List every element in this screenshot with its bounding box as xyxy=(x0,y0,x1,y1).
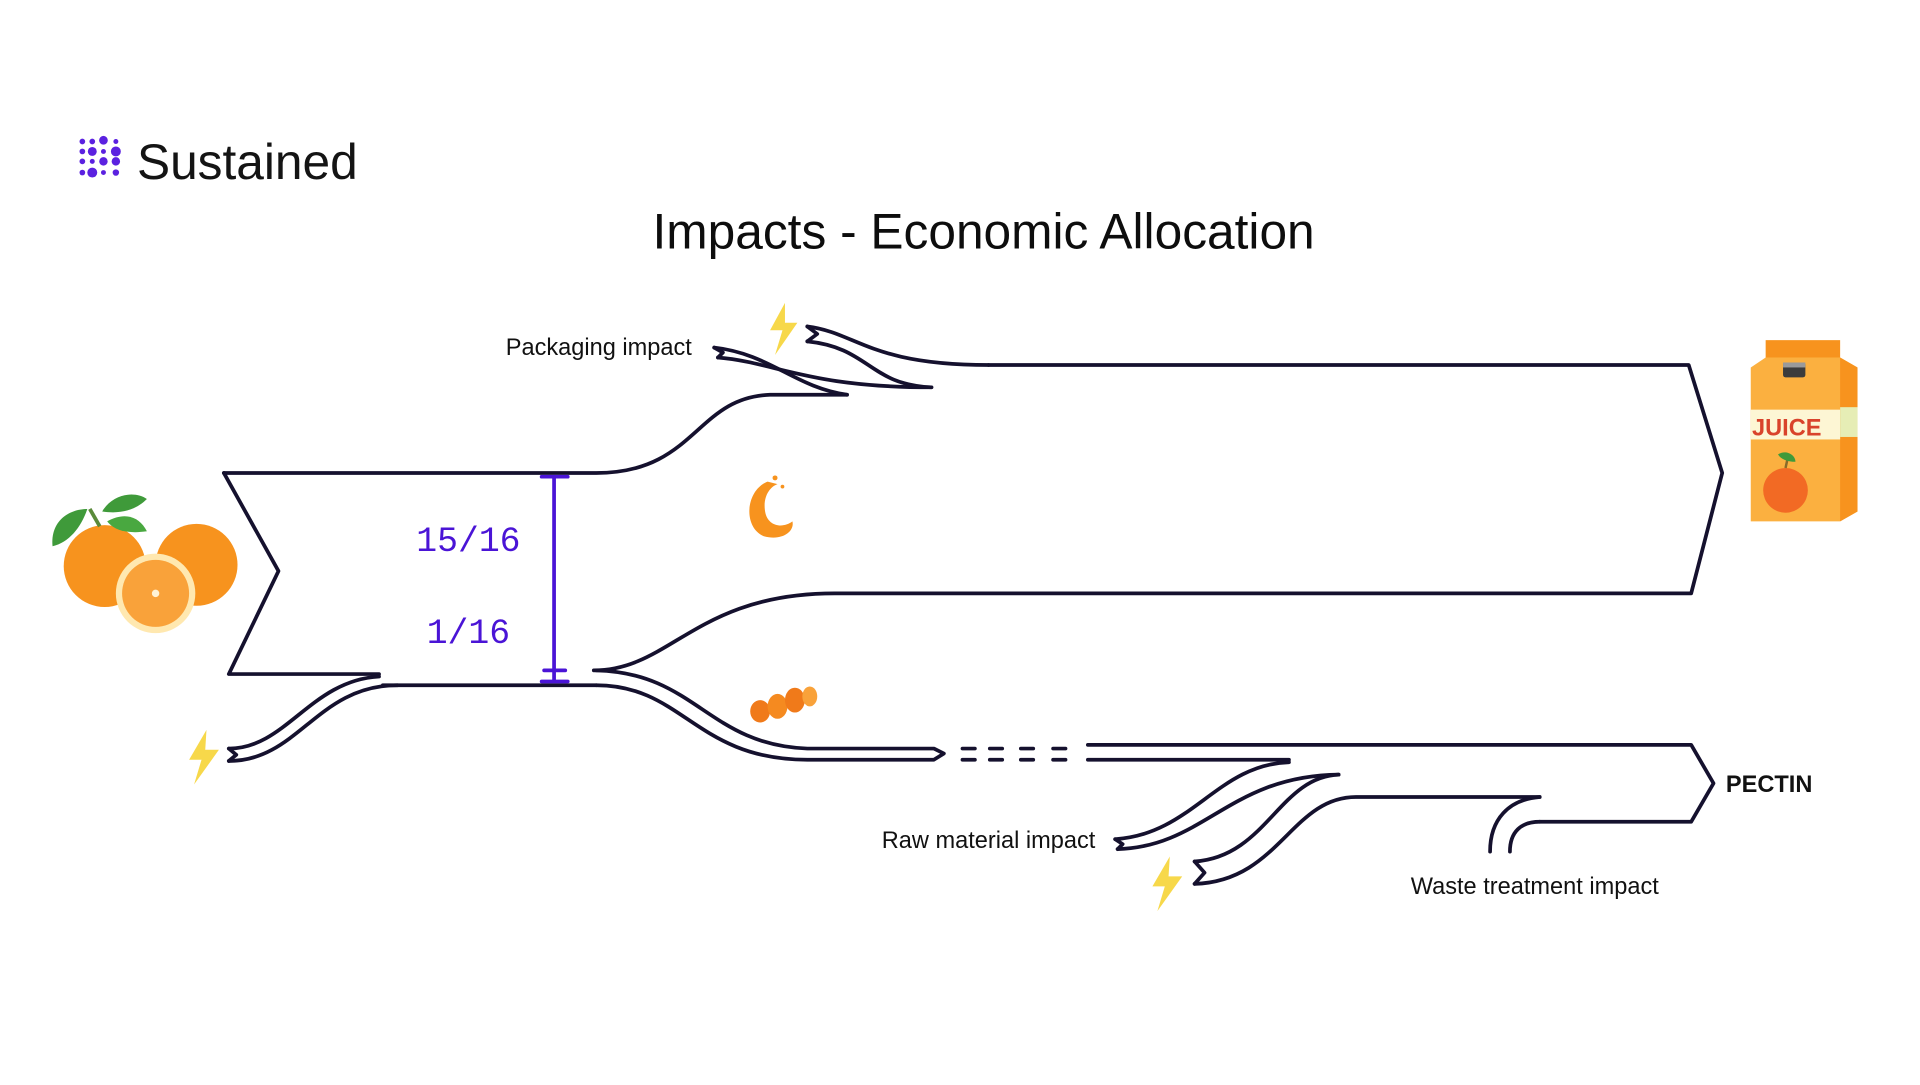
energy-input-flow-left xyxy=(189,674,400,785)
lightning-bolt-icon xyxy=(189,729,219,785)
energy-input-flow-pectin xyxy=(1152,772,1542,912)
lightning-bolt-icon xyxy=(1152,856,1183,912)
orange-peel-icon xyxy=(750,686,818,723)
page-title: Impacts - Economic Allocation xyxy=(653,203,1315,259)
allocation-ruler xyxy=(539,474,570,684)
input-flow xyxy=(222,392,849,688)
waste-treatment-impact-label: Waste treatment impact xyxy=(1411,873,1660,899)
oranges-icon xyxy=(52,494,238,634)
pectin-label: PECTIN xyxy=(1726,771,1812,797)
raw-material-impact-flow xyxy=(1113,760,1341,851)
orange-juice-splash-icon xyxy=(749,475,793,538)
juice-carton-icon: JUICE xyxy=(1750,340,1858,522)
dot-grid-logo-icon xyxy=(79,135,121,178)
byproduct-flow xyxy=(594,668,1716,824)
waste-treatment-impact-flow xyxy=(1488,795,1542,854)
packaging-impact-flow xyxy=(712,302,991,397)
juice-flow xyxy=(591,363,1725,673)
byproduct-share-label: 1/16 xyxy=(427,615,510,654)
brand-name: Sustained xyxy=(137,134,358,190)
lightning-bolt-icon xyxy=(770,302,798,356)
packaging-impact-label: Packaging impact xyxy=(506,334,693,360)
raw-material-impact-label: Raw material impact xyxy=(882,827,1096,853)
juice-carton-text: JUICE xyxy=(1752,415,1821,441)
main-share-label: 15/16 xyxy=(416,523,520,562)
